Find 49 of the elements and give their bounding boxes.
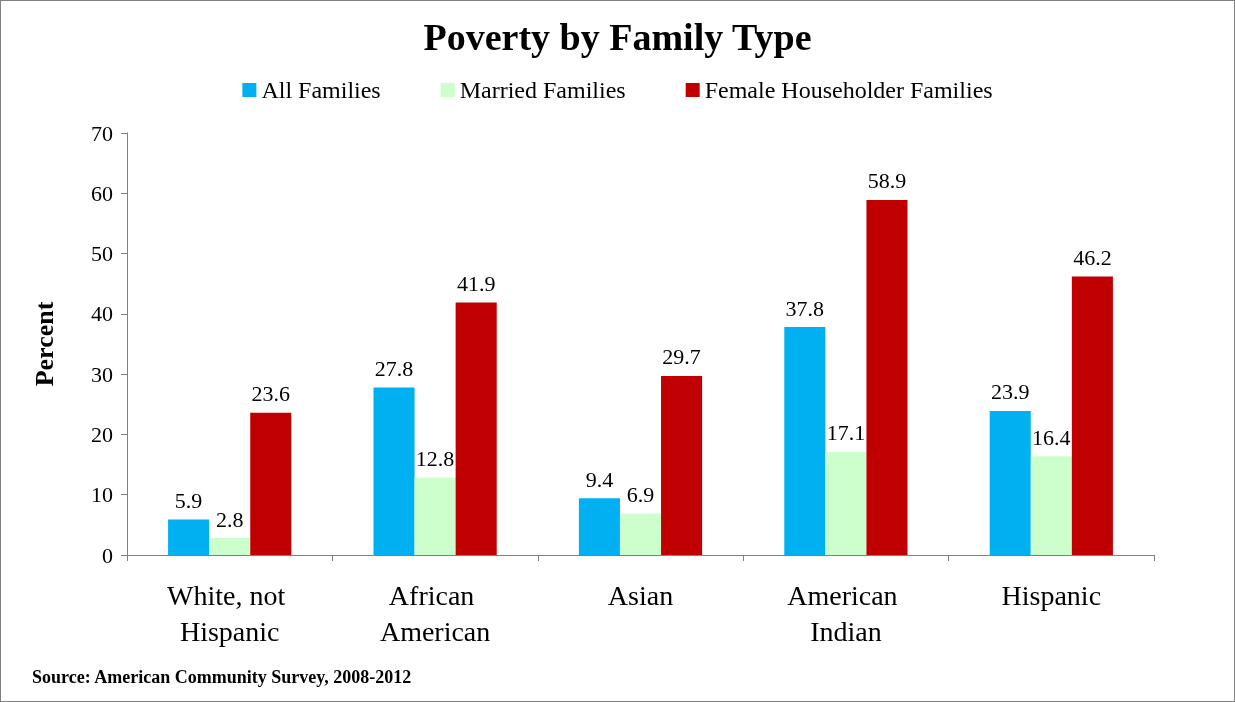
data-label: 6.9 bbox=[626, 481, 655, 507]
data-label: 2.8 bbox=[215, 506, 244, 532]
bar bbox=[866, 199, 908, 555]
bar bbox=[619, 513, 662, 555]
x-tick-label: American Indian bbox=[787, 579, 905, 647]
source-note: Source: American Community Survey, 2008-2012 bbox=[32, 667, 412, 687]
bar bbox=[989, 410, 1031, 555]
chart-title: Poverty by Family Type bbox=[423, 16, 812, 58]
bar bbox=[455, 302, 497, 555]
bar bbox=[1030, 456, 1072, 555]
y-tick-label: 60 bbox=[91, 180, 113, 206]
bar bbox=[784, 327, 826, 555]
bar bbox=[168, 519, 210, 555]
y-axis-title: Percent bbox=[29, 301, 59, 387]
data-label: 23.9 bbox=[990, 379, 1030, 405]
bar bbox=[373, 387, 415, 555]
data-label: 9.4 bbox=[585, 466, 614, 492]
y-tick-label: 0 bbox=[102, 542, 113, 568]
bar bbox=[825, 451, 867, 555]
data-label: 16.4 bbox=[1032, 424, 1071, 450]
data-label: 23.6 bbox=[251, 381, 291, 407]
data-label: 12.8 bbox=[415, 446, 455, 472]
data-label: 46.2 bbox=[1073, 244, 1112, 270]
x-tick-label: Asian bbox=[607, 579, 674, 611]
legend-label: Married Families bbox=[459, 77, 626, 103]
y-tick-label: 20 bbox=[91, 421, 113, 447]
data-label: 5.9 bbox=[174, 487, 203, 513]
x-tick-label: White, not Hispanic bbox=[167, 579, 293, 647]
data-label: 17.1 bbox=[826, 420, 866, 446]
legend-label: All Families bbox=[261, 77, 381, 103]
data-label: 27.8 bbox=[374, 355, 414, 381]
y-tick-label: 40 bbox=[91, 301, 113, 327]
bar bbox=[414, 477, 456, 555]
legend-label: Female Householder Families bbox=[704, 77, 993, 103]
bar bbox=[209, 538, 251, 555]
bar bbox=[578, 498, 620, 555]
y-tick-label: 70 bbox=[91, 120, 113, 146]
x-tick-label: African American bbox=[379, 579, 491, 647]
bar bbox=[250, 412, 292, 555]
data-label: 29.7 bbox=[662, 344, 701, 370]
data-label: 37.8 bbox=[785, 295, 825, 321]
bar bbox=[661, 375, 703, 555]
x-tick-label: Hispanic bbox=[1001, 579, 1102, 611]
y-tick-label: 10 bbox=[91, 482, 113, 508]
bar bbox=[1071, 276, 1113, 555]
y-tick-label: 30 bbox=[91, 361, 113, 387]
y-tick-label: 50 bbox=[91, 241, 113, 267]
data-label: 41.9 bbox=[456, 270, 496, 296]
data-label: 58.9 bbox=[867, 168, 907, 194]
